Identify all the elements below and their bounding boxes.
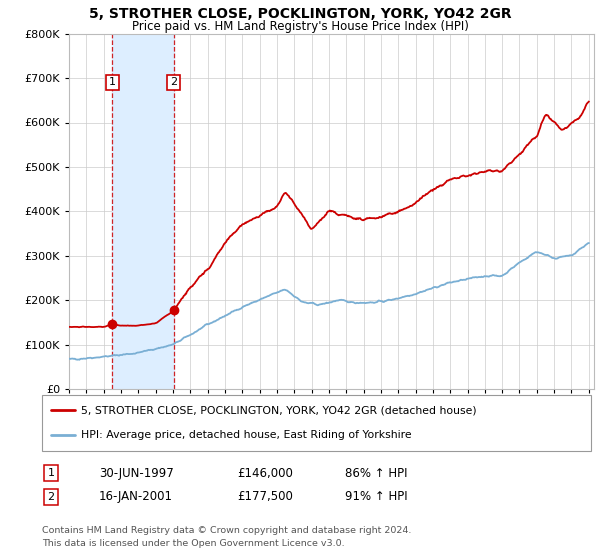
Bar [112,34,173,389]
Text: 5, STROTHER CLOSE, POCKLINGTON, YORK, YO42 2GR (detached house): 5, STROTHER CLOSE, POCKLINGTON, YORK, YO… [81,405,476,416]
Text: Price paid vs. HM Land Registry's House Price Index (HPI): Price paid vs. HM Land Registry's House … [131,20,469,32]
Text: 30-JUN-1997: 30-JUN-1997 [99,466,174,480]
Text: Contains HM Land Registry data © Crown copyright and database right 2024.: Contains HM Land Registry data © Crown c… [42,526,412,535]
Text: 86% ↑ HPI: 86% ↑ HPI [345,466,407,480]
Text: HPI: Average price, detached house, East Riding of Yorkshire: HPI: Average price, detached house, East… [81,430,412,440]
Text: 2: 2 [47,492,55,502]
Text: 2: 2 [170,77,177,87]
Text: 5, STROTHER CLOSE, POCKLINGTON, YORK, YO42 2GR: 5, STROTHER CLOSE, POCKLINGTON, YORK, YO… [89,7,511,21]
Text: 91% ↑ HPI: 91% ↑ HPI [345,490,407,503]
Text: This data is licensed under the Open Government Licence v3.0.: This data is licensed under the Open Gov… [42,539,344,548]
Text: £177,500: £177,500 [237,490,293,503]
Text: 1: 1 [47,468,55,478]
Text: 1: 1 [109,77,116,87]
Text: £146,000: £146,000 [237,466,293,480]
Text: 16-JAN-2001: 16-JAN-2001 [99,490,173,503]
